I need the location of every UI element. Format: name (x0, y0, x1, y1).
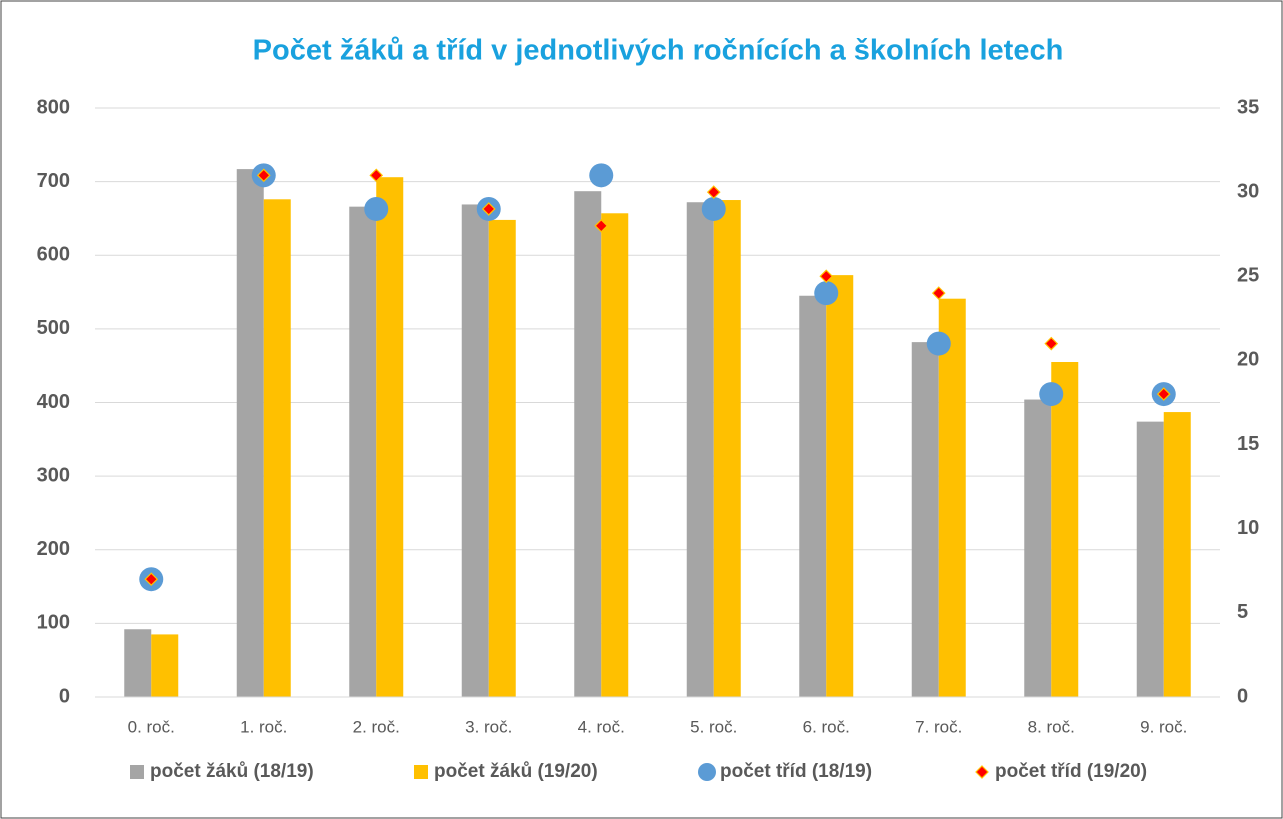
x-tick-label: 0. roč. (128, 717, 175, 736)
y2-tick-label: 20 (1237, 349, 1259, 371)
marker (144, 572, 159, 587)
legend-label: počet tříd (18/19) (720, 761, 872, 782)
bar (574, 191, 602, 698)
bar (488, 219, 516, 697)
y2-tick-label: 35 (1237, 96, 1259, 118)
legend-swatch (414, 765, 428, 779)
bar (686, 202, 714, 698)
legend-swatch (975, 765, 989, 779)
marker (364, 196, 389, 221)
marker (706, 185, 721, 199)
x-tick-label: 7. roč. (915, 717, 962, 736)
bar (124, 629, 152, 697)
marker (1156, 387, 1171, 401)
bar (799, 295, 827, 697)
marker (814, 281, 839, 306)
y-tick-label: 500 (37, 317, 70, 339)
x-tick-label: 6. roč. (803, 717, 850, 736)
marker (701, 196, 726, 221)
marker (931, 286, 946, 300)
y2-tick-label: 0 (1237, 685, 1248, 707)
marker (256, 168, 271, 183)
y2-tick-label: 10 (1237, 517, 1259, 539)
y-tick-label: 600 (37, 244, 70, 266)
bar (1163, 412, 1191, 697)
marker (369, 168, 384, 183)
bar (461, 204, 489, 698)
legend-label: počet tříd (19/20) (995, 761, 1147, 782)
bar (826, 275, 854, 697)
marker (589, 163, 614, 188)
bar (151, 634, 179, 697)
legend-label: počet žáků (18/19) (150, 761, 314, 782)
marker (926, 331, 951, 356)
bar (713, 200, 741, 697)
marker (1044, 336, 1059, 351)
bar (911, 342, 939, 697)
bar (263, 199, 291, 698)
marker (594, 218, 609, 233)
x-tick-label: 1. roč. (240, 717, 287, 736)
y2-tick-label: 15 (1237, 433, 1259, 455)
chart-title: Počet žáků a tříd v jednotlivých ročnící… (253, 35, 1064, 67)
bar (1024, 399, 1052, 697)
bar (349, 206, 377, 697)
y-tick-label: 300 (37, 464, 70, 486)
legend-label: počet žáků (19/20) (434, 761, 598, 782)
x-tick-label: 4. roč. (578, 717, 625, 736)
marker (481, 202, 496, 216)
bar (1051, 362, 1079, 697)
y-tick-label: 200 (37, 538, 70, 560)
legend-swatch (130, 765, 144, 779)
marker (1039, 382, 1064, 407)
y2-tick-label: 25 (1237, 265, 1259, 287)
legend-swatch (698, 763, 716, 781)
bar (236, 169, 264, 697)
x-tick-label: 5. roč. (690, 717, 737, 736)
y-tick-label: 100 (37, 612, 70, 634)
marker (819, 269, 834, 284)
y-tick-label: 0 (59, 685, 70, 707)
x-tick-label: 9. roč. (1140, 717, 1187, 736)
y2-tick-label: 30 (1237, 180, 1259, 202)
y-tick-label: 400 (37, 391, 70, 413)
bar (1136, 421, 1164, 697)
x-tick-label: 2. roč. (353, 717, 400, 736)
x-tick-label: 8. roč. (1028, 717, 1075, 736)
bar (376, 177, 404, 697)
bar (601, 213, 629, 697)
y-tick-label: 800 (37, 96, 70, 118)
bar (938, 298, 966, 697)
y-tick-label: 700 (37, 170, 70, 192)
x-tick-label: 3. roč. (465, 717, 512, 736)
y2-tick-label: 5 (1237, 601, 1248, 623)
